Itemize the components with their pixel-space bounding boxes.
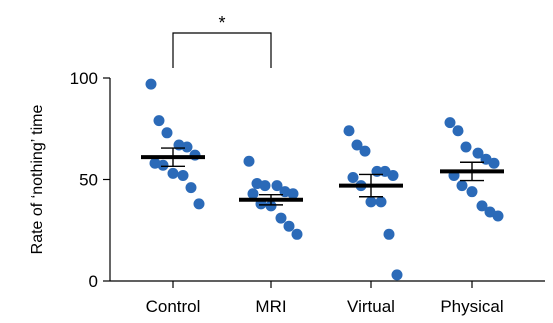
- data-point: [444, 117, 456, 129]
- x-tick-labels: Control MRI Virtual Physical: [146, 297, 504, 316]
- data-point: [488, 157, 500, 169]
- significance-star: *: [218, 13, 225, 33]
- y-tick-label: 50: [79, 171, 98, 190]
- data-point: [247, 188, 259, 200]
- data-point: [167, 167, 179, 179]
- data-point: [271, 180, 283, 192]
- x-tick-label: MRI: [255, 297, 286, 316]
- data-point: [291, 228, 303, 240]
- data-point: [161, 127, 173, 139]
- data-point: [472, 147, 484, 159]
- data-point: [452, 125, 464, 137]
- x-ticks: [172, 281, 473, 288]
- data-point: [466, 186, 478, 198]
- y-tick-label: 0: [89, 272, 98, 291]
- data-point: [476, 200, 488, 212]
- data-point: [492, 210, 504, 222]
- data-point: [193, 198, 205, 210]
- x-tick-label: Physical: [440, 297, 503, 316]
- data-point: [351, 139, 363, 151]
- data-point: [287, 188, 299, 200]
- data-point: [153, 115, 165, 127]
- data-point: [359, 145, 371, 157]
- y-ticks: [103, 77, 110, 282]
- x-tick-label: Control: [146, 297, 201, 316]
- data-point: [456, 180, 468, 192]
- data-points: [145, 78, 504, 281]
- y-tick-label: 100: [70, 69, 98, 88]
- data-point: [259, 180, 271, 192]
- data-point: [460, 141, 472, 153]
- significance-annotation: *: [172, 13, 272, 68]
- data-point: [181, 141, 193, 153]
- y-tick-labels: 0 50 100: [70, 69, 98, 291]
- data-point: [391, 269, 403, 281]
- data-point: [243, 155, 255, 167]
- data-point: [343, 125, 355, 137]
- data-point: [365, 196, 377, 208]
- x-tick-label: Virtual: [347, 297, 395, 316]
- data-point: [383, 228, 395, 240]
- y-axis-title: Rate of ‘nothing’ time: [29, 105, 46, 255]
- data-point: [283, 220, 295, 232]
- data-point: [185, 182, 197, 194]
- mean-sem-bars: [141, 147, 504, 206]
- data-point: [157, 159, 169, 171]
- data-point: [387, 169, 399, 181]
- data-point: [265, 200, 277, 212]
- significance-bracket: [172, 32, 272, 68]
- data-point: [347, 171, 359, 183]
- data-point: [275, 212, 287, 224]
- data-point: [177, 169, 189, 181]
- data-point: [145, 78, 157, 90]
- data-point: [375, 196, 387, 208]
